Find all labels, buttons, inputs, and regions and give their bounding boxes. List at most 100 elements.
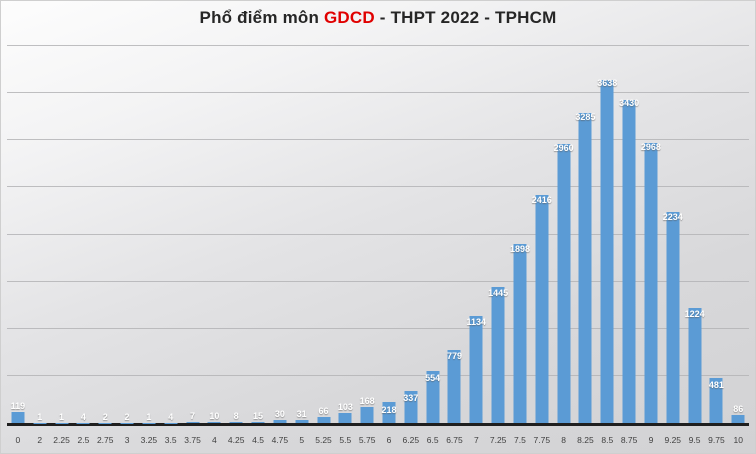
bar-column: 2 bbox=[116, 46, 138, 423]
data-label: 1445 bbox=[488, 287, 509, 298]
bar-column: 8 bbox=[225, 46, 247, 423]
data-label: 66 bbox=[318, 405, 329, 416]
bar-column: 4 bbox=[160, 46, 182, 423]
bar bbox=[644, 143, 658, 423]
x-axis-tick-label: 9.5 bbox=[688, 435, 701, 445]
bar-series: 119 1 1 4 2 2 1 4 7 10 8 15 30 31 66 103 168 218 337 554 779… bbox=[7, 46, 749, 423]
data-label: 218 bbox=[381, 404, 397, 415]
bar-column: 1445 bbox=[487, 46, 509, 423]
x-axis-tick-label: 2 bbox=[37, 435, 43, 445]
data-label: 2416 bbox=[531, 194, 552, 205]
x-axis-tick-label: 4.25 bbox=[227, 435, 245, 445]
bar-column: 168 bbox=[356, 46, 378, 423]
bar-column: 1224 bbox=[684, 46, 706, 423]
bar bbox=[688, 307, 702, 423]
x-axis-tick-label: 5.5 bbox=[339, 435, 352, 445]
bar-column: 103 bbox=[334, 46, 356, 423]
x-axis-tick-label: 3 bbox=[124, 435, 130, 445]
data-label: 1 bbox=[59, 411, 65, 422]
bar-column: 2 bbox=[94, 46, 116, 423]
x-axis-tick-label: 7.75 bbox=[533, 435, 551, 445]
x-axis-tick-label: 2.75 bbox=[96, 435, 114, 445]
x-axis-tick-label: 9.75 bbox=[708, 435, 725, 445]
bar-column: 337 bbox=[400, 46, 422, 423]
x-axis-tick-label: 8.25 bbox=[577, 435, 594, 445]
bar-column: 779 bbox=[444, 46, 466, 423]
data-label: 86 bbox=[733, 403, 744, 414]
data-label: 779 bbox=[446, 351, 462, 362]
bar-column: 7 bbox=[182, 46, 204, 423]
data-label: 1 bbox=[146, 411, 152, 422]
chart-title-subject: GDCD bbox=[324, 8, 375, 27]
bar bbox=[666, 212, 680, 423]
data-label: 30 bbox=[274, 409, 285, 420]
x-axis-tick-label: 9.25 bbox=[664, 435, 682, 445]
chart-title: Phổ điểm môn GDCD - THPT 2022 - TPHCM bbox=[1, 8, 755, 28]
gridline bbox=[7, 186, 749, 188]
data-label: 2234 bbox=[662, 212, 683, 223]
gridline bbox=[7, 374, 749, 376]
bar bbox=[426, 370, 440, 423]
bar-column: 2234 bbox=[662, 46, 684, 423]
data-label: 2 bbox=[124, 411, 130, 422]
bar-column: 3638 bbox=[596, 46, 618, 423]
x-axis-tick-label: 9 bbox=[648, 435, 654, 445]
x-axis-tick-label: 3.75 bbox=[184, 435, 201, 445]
x-axis-tick-label: 5.25 bbox=[315, 435, 332, 445]
plot-area: 119 1 1 4 2 2 1 4 7 10 8 15 30 31 66 103 168 218 337 554 779… bbox=[7, 45, 749, 426]
x-axis-tick-label: 7.25 bbox=[489, 435, 507, 445]
x-axis-tick-label: 6 bbox=[386, 435, 392, 445]
x-axis-tick-label: 7.5 bbox=[514, 435, 526, 445]
x-axis-tick-label: 10 bbox=[733, 435, 743, 445]
data-label: 2968 bbox=[640, 142, 661, 153]
data-label: 4 bbox=[168, 411, 174, 422]
x-axis-tick-label: 0 bbox=[15, 435, 21, 445]
x-axis-tick-label: 2.5 bbox=[77, 435, 90, 445]
bar bbox=[273, 420, 287, 423]
bar-column: 3430 bbox=[618, 46, 640, 423]
data-label: 119 bbox=[10, 400, 26, 411]
data-label: 4 bbox=[80, 411, 86, 422]
bar bbox=[360, 407, 374, 423]
x-axis-tick-label: 3.25 bbox=[140, 435, 158, 445]
bar bbox=[513, 244, 527, 423]
bar-column: 86 bbox=[727, 46, 749, 423]
bar bbox=[251, 421, 265, 423]
x-axis-tick-label: 6.25 bbox=[402, 435, 420, 445]
x-axis-tick-label: 7 bbox=[473, 435, 479, 445]
bar-column: 119 bbox=[7, 46, 29, 423]
data-label: 554 bbox=[425, 372, 441, 383]
bar bbox=[447, 349, 461, 423]
x-axis-tick-label: 4 bbox=[212, 435, 217, 445]
data-label: 8 bbox=[233, 411, 239, 422]
data-label: 7 bbox=[190, 411, 196, 422]
data-label: 168 bbox=[359, 395, 375, 406]
data-label: 1 bbox=[37, 411, 43, 422]
bar bbox=[11, 411, 25, 423]
bar bbox=[535, 195, 549, 423]
data-label: 1134 bbox=[466, 317, 487, 328]
gridline bbox=[7, 45, 749, 46]
data-label: 1224 bbox=[684, 308, 705, 319]
bar bbox=[622, 99, 636, 423]
data-label: 103 bbox=[337, 402, 353, 413]
bar-column: 3285 bbox=[575, 46, 597, 423]
bar-column: 2416 bbox=[531, 46, 553, 423]
x-axis-tick-label: 8 bbox=[561, 435, 566, 445]
chart-title-suffix: - THPT 2022 - TPHCM bbox=[374, 8, 557, 27]
bar-column: 66 bbox=[313, 46, 335, 423]
gridline bbox=[7, 280, 749, 282]
bar bbox=[317, 416, 330, 423]
bar-column: 1 bbox=[51, 46, 73, 423]
x-axis-labels: 0 2 2.25 2.5 2.75 3 3.25 3.5 3.75 4 4.25 4.5 4.75 5 5.… bbox=[7, 430, 749, 450]
bar-column: 4 bbox=[72, 46, 94, 423]
data-label: 3638 bbox=[597, 78, 618, 89]
gridline bbox=[7, 92, 749, 94]
bar-column: 1 bbox=[29, 46, 51, 423]
bar bbox=[709, 377, 723, 423]
bar bbox=[207, 422, 221, 423]
data-label: 1898 bbox=[509, 244, 530, 255]
x-axis-tick-label: 6.75 bbox=[446, 435, 463, 445]
bar bbox=[404, 391, 418, 423]
